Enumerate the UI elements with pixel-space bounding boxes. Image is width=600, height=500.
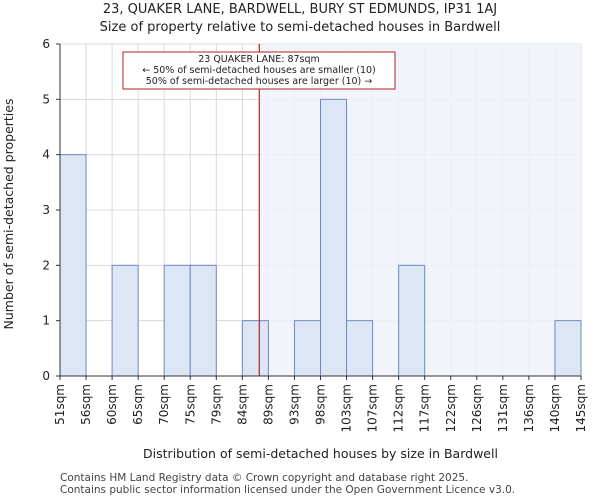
bar-93sqm [293, 320, 322, 377]
annotation-line2: ← 50% of semi-detached houses are smalle… [142, 65, 376, 76]
x-tick-label: 122sqm [444, 384, 458, 432]
chart-title-line2: Size of property relative to semi-detach… [99, 20, 501, 35]
chart-title-line1: 23, QUAKER LANE, BARDWELL, BURY ST EDMUN… [102, 2, 498, 17]
x-tick-labels: 51sqm 56sqm 60sqm 65sqm 70sqm 75sqm 79sqm 84sqm… [53, 376, 588, 432]
x-tick-label: 51sqm [53, 384, 67, 425]
x-tick-label: 140sqm [548, 384, 562, 432]
y-tick-label: 1 [42, 314, 50, 328]
x-tick-label: 70sqm [157, 384, 171, 425]
x-tick-label: 93sqm [287, 384, 301, 425]
x-tick-label: 126sqm [470, 384, 484, 432]
x-tick-label: 60sqm [105, 384, 119, 425]
annotation-line3: 50% of semi-detached houses are larger (… [146, 76, 373, 87]
bar-98sqm [320, 98, 348, 377]
annotation-line1: 23 QUAKER LANE: 87sqm [198, 54, 320, 65]
x-tick-label: 107sqm [366, 384, 380, 432]
footer-line1: Contains HM Land Registry data © Crown c… [60, 472, 469, 484]
y-tick-label: 0 [42, 369, 50, 383]
bar-75sqm [189, 264, 217, 377]
x-tick-label: 84sqm [235, 384, 249, 425]
x-tick-label: 98sqm [314, 384, 328, 425]
bar-60sqm [111, 264, 139, 377]
annotation-box [122, 51, 396, 90]
x-tick-label: 75sqm [183, 384, 197, 425]
y-tick-label: 2 [42, 258, 50, 272]
x-tick-label: 79sqm [209, 384, 223, 425]
bar-70sqm [163, 264, 191, 377]
marker-annotation: 23 QUAKER LANE: 87sqm ← 50% of semi-deta… [122, 51, 396, 90]
y-tick-label: 4 [42, 148, 50, 162]
x-tick-label: 56sqm [79, 384, 93, 425]
bar-51sqm [59, 154, 87, 377]
x-tick-label: 117sqm [418, 384, 432, 432]
footer-line2: Contains public sector information licen… [60, 484, 516, 496]
x-tick-label: 145sqm [574, 384, 588, 432]
y-tick-label: 5 [42, 92, 50, 106]
y-tick-labels: 0 1 2 3 4 5 6 [42, 37, 60, 383]
x-tick-label: 65sqm [131, 384, 145, 425]
y-tick-label: 6 [42, 37, 50, 51]
x-tick-label: 131sqm [496, 384, 510, 432]
x-tick-label: 103sqm [340, 384, 354, 432]
x-axis-label: Distribution of semi-detached houses by … [143, 446, 498, 461]
y-tick-label: 3 [42, 203, 50, 217]
bars [59, 98, 582, 377]
bar-112sqm [398, 264, 426, 377]
x-tick-label: 112sqm [392, 384, 406, 432]
y-axis-label: Number of semi-detached properties [1, 99, 16, 330]
bar-140sqm [554, 320, 582, 377]
bar-84sqm [241, 320, 269, 377]
x-tick-label: 89sqm [261, 384, 275, 425]
x-tick-label: 136sqm [522, 384, 536, 432]
bar-103sqm [346, 320, 374, 377]
